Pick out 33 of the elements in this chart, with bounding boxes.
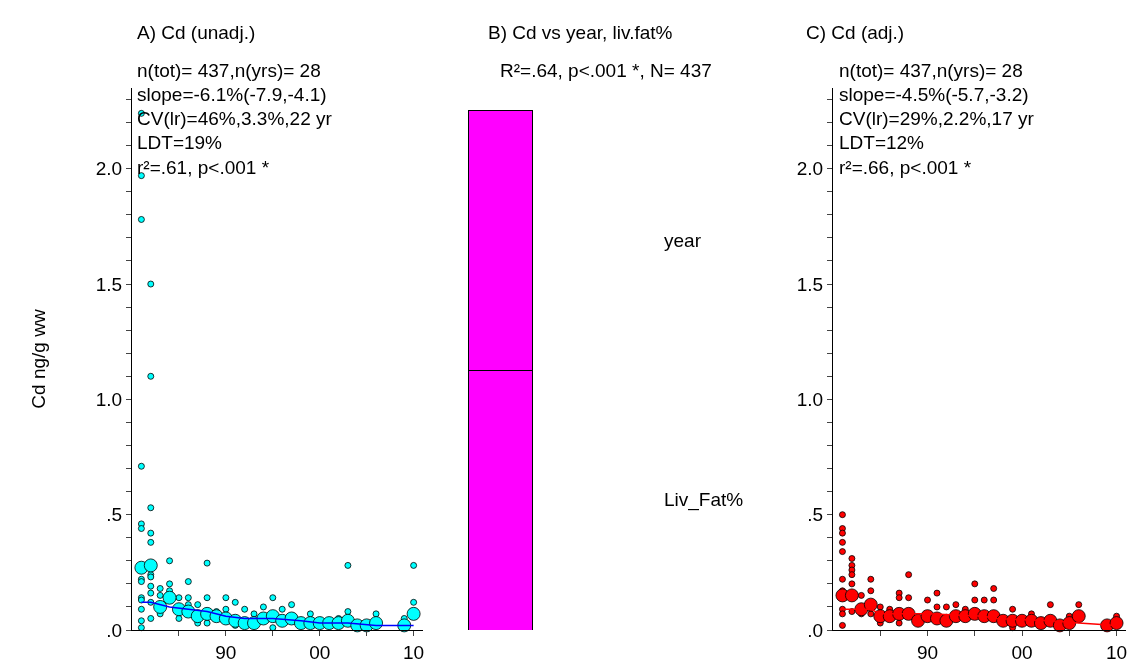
- y-tick-label: 1.5: [95, 273, 123, 295]
- y-tick-label: 1.0: [796, 389, 824, 411]
- annotation: LDT=19%: [137, 132, 223, 153]
- x-tick-label: 00: [309, 641, 331, 663]
- annotation: CV(lr)=46%,3.3%,22 yr: [137, 108, 333, 129]
- y-tick-label: .0: [807, 619, 824, 641]
- text: B) Cd vs year, liv.fat%: [488, 22, 673, 43]
- y-axis-title: Cd ng/g ww: [27, 309, 49, 409]
- x-tick-label: 90: [916, 641, 939, 663]
- y-tick-label: .5: [106, 504, 123, 526]
- annotation: r²=.61, p<.001 *: [137, 157, 270, 178]
- y-tick-label: 2.0: [95, 158, 123, 180]
- text: n(tot)= 437,n(yrs)= 28: [137, 60, 321, 81]
- chart-title: C) Cd (adj.): [806, 22, 905, 43]
- annotation: r²=.66, p<.001 *: [839, 157, 972, 178]
- y-tick-label: 2.0: [796, 158, 824, 180]
- x-tick-label: 90: [215, 641, 237, 663]
- annotation: LDT=12%: [839, 132, 925, 153]
- annotation: CV(lr)=29%,2.2%,17 yr: [839, 108, 1035, 129]
- y-tick-label: .0: [106, 619, 123, 641]
- y-tick-label: 1.0: [95, 389, 123, 411]
- x-tick-label: 10: [403, 641, 425, 663]
- text: R²=.64, p<.001 *, N= 437: [500, 60, 712, 81]
- text: n(tot)= 437,n(yrs)= 28: [839, 60, 1023, 81]
- x-tick-label: 00: [1011, 641, 1033, 663]
- text: year: [664, 230, 702, 251]
- x-tick-label: 10: [1105, 641, 1128, 663]
- text: Liv_Fat%: [664, 489, 744, 511]
- chart-title: A) Cd (unadj.): [137, 22, 256, 43]
- annotation: slope=-4.5%(-5.7,-3.2): [839, 84, 1029, 105]
- y-tick-label: 1.5: [796, 273, 824, 295]
- y-tick-label: .5: [807, 504, 824, 526]
- annotation: slope=-6.1%(-7.9,-4.1): [137, 84, 327, 105]
